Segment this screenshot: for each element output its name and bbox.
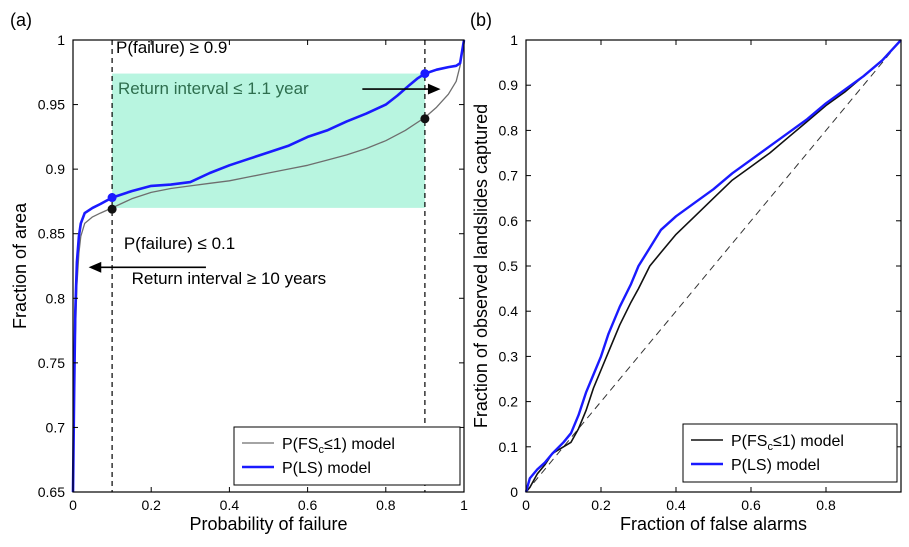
x-tick-label: 0 (69, 497, 77, 513)
y-tick-label: 0.9 (499, 77, 519, 93)
y-tick-label: 0.6 (499, 213, 519, 229)
panel-b-label: (b) (470, 10, 492, 30)
y-tick-label: 1 (510, 32, 518, 48)
y-tick-label: 0.1 (499, 439, 519, 455)
point-marker (420, 114, 430, 124)
x-tick-label: 0.2 (141, 497, 161, 513)
y-tick-label: 0.9 (46, 161, 66, 177)
x-tick-label: 0 (522, 497, 530, 513)
x-tick-label: 0.8 (816, 497, 836, 513)
y-tick-label: 0.7 (499, 168, 519, 184)
plot-frame-a (72, 39, 465, 493)
point-marker (107, 204, 117, 214)
y-tick-label: 0.8 (499, 122, 519, 138)
x-tick-label: 0.6 (741, 497, 761, 513)
x-tick-label: 0.4 (220, 497, 240, 513)
panel-a: (a) 0 0.2 0.4 0.6 0.8 1 0.65 0.7 0.75 0.8 0.85 0.9 0… (10, 10, 468, 534)
y-tick-label: 0.85 (38, 226, 65, 242)
x-tick-label: 0.2 (591, 497, 611, 513)
y-axis-label-a: Fraction of area (10, 202, 30, 329)
x-tick-label: 0.6 (298, 497, 318, 513)
y-tick-label: 0.95 (38, 97, 65, 113)
point-marker (420, 69, 430, 79)
reference-diagonal (525, 39, 902, 493)
y-axis-label-b: Fraction of observed landslides captured (471, 104, 491, 428)
x-tick-label: 0.4 (666, 497, 686, 513)
y-tick-label: 1 (57, 32, 65, 48)
legend-entry: P(LS) model (731, 457, 820, 474)
legend-entry: P(FSc≤1) model (731, 433, 844, 453)
panel-a-label: (a) (10, 10, 32, 30)
x-tick-label: 0.8 (376, 497, 396, 513)
point-marker (107, 193, 117, 203)
legend-entry: P(FSc≤1) model (282, 436, 395, 456)
panel-b: (b) 0 0.2 0.4 0.6 0.8 0 0.1 0.2 0.3 0.4 0.5 0.6 0.7 0… (470, 10, 902, 534)
y-tick-label: 0.75 (38, 355, 65, 371)
x-axis-label-b: Fraction of false alarms (620, 514, 807, 534)
arrow-head (88, 261, 102, 273)
x-tick-label: 1 (460, 497, 468, 513)
x-axis-label-a: Probability of failure (189, 514, 347, 534)
y-tick-label: 0.7 (46, 419, 66, 435)
annotation: P(failure) ≤ 0.1 (124, 234, 235, 253)
annotation: P(failure) ≥ 0.9 (116, 38, 227, 57)
series-line-fs-model (525, 39, 902, 493)
annotation: Return interval ≥ 10 years (132, 269, 327, 288)
annotation: Return interval ≤ 1.1 year (118, 79, 309, 98)
y-tick-label: 0.5 (499, 258, 519, 274)
y-tick-label: 0.65 (38, 484, 65, 500)
y-tick-label: 0.2 (499, 394, 519, 410)
y-tick-label: 0.3 (499, 348, 519, 364)
arrow-head (427, 83, 441, 95)
legend-box (682, 423, 898, 483)
series-line-ls-model (524, 39, 902, 493)
legend-box (233, 426, 461, 486)
y-tick-label: 0.4 (499, 303, 519, 319)
y-tick-label: 0.8 (46, 290, 66, 306)
y-tick-label: 0 (510, 484, 518, 500)
legend-entry: P(LS) model (282, 460, 371, 477)
